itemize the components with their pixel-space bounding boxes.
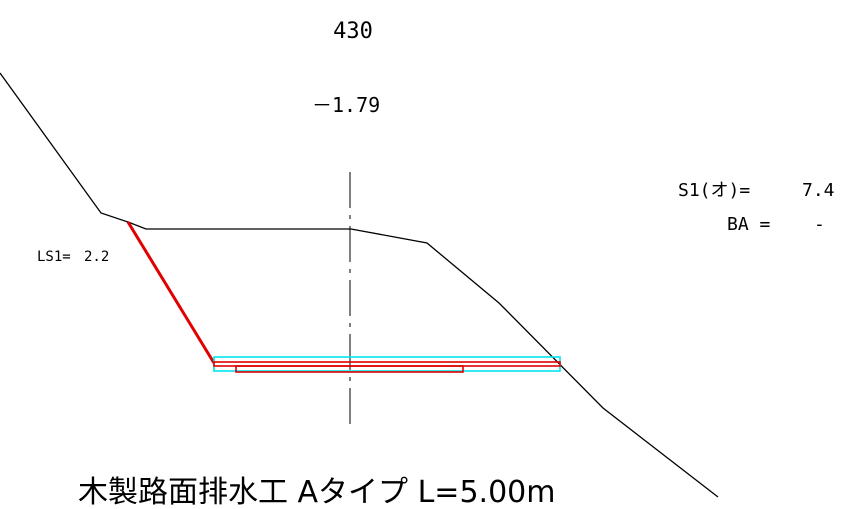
- station-number: 430: [333, 19, 373, 44]
- slope-length-label: LS1=: [37, 249, 71, 265]
- ba-value: -: [814, 214, 825, 235]
- structure-inner-box: [235, 365, 464, 373]
- ground-line: [0, 72, 719, 498]
- cut-slope-line: [126, 221, 216, 364]
- structure-outer: [213, 356, 561, 372]
- slope-length-value: 2.2: [84, 249, 109, 265]
- drawing-title: 木製路面排水工 Aタイプ L=5.00m: [78, 475, 555, 509]
- ba-label: BA =: [727, 214, 771, 235]
- cut-area-label: S1(オ)=: [678, 180, 750, 201]
- cut-area-value: 7.4: [802, 180, 835, 201]
- centerline-elevation-diff: －1.79: [312, 93, 380, 117]
- drainage-structure: [213, 356, 561, 373]
